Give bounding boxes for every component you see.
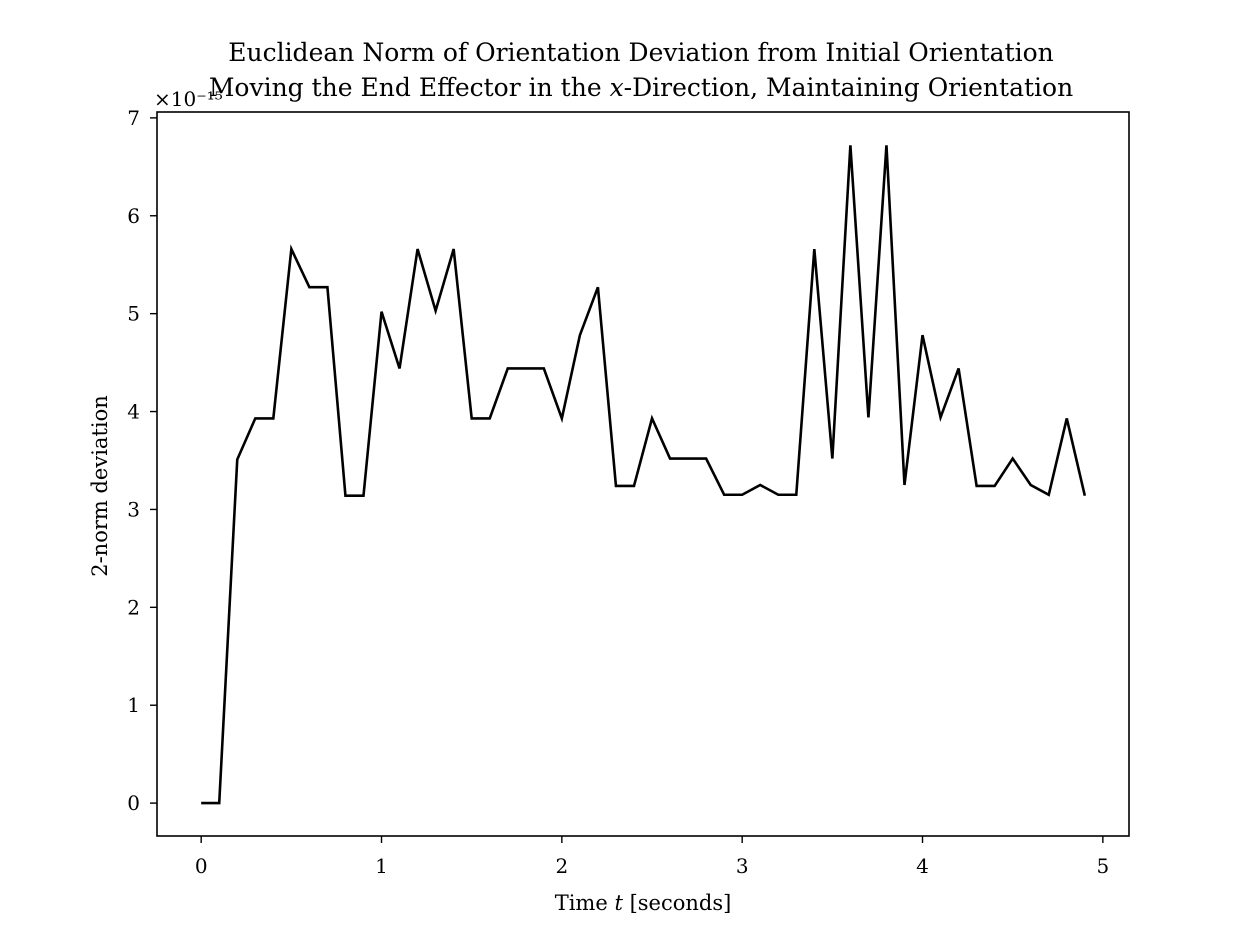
x-tick-label: 1 [375,854,388,878]
x-tick-label: 3 [736,854,749,878]
y-tick-label: 2 [127,595,140,619]
x-tick-label: 5 [1096,854,1109,878]
y-tick-label: 0 [127,791,140,815]
x-axis-ticks: 0 1 2 3 4 5 [195,836,1109,878]
x-axis-label: Time t [seconds] [555,891,732,915]
y-tick-label: 5 [127,302,140,326]
x-tick-label: 0 [195,854,208,878]
y-tick-label: 7 [127,106,140,130]
y-tick-label: 6 [127,204,140,228]
chart-title-line-1: Euclidean Norm of Orientation Deviation … [228,38,1054,67]
x-tick-label: 2 [555,854,568,878]
y-axis-label: 2-norm deviation [88,395,112,577]
y-tick-label: 4 [127,400,140,424]
y-tick-label: 1 [127,693,140,717]
y-tick-label: 3 [127,497,140,521]
plot-frame [156,111,1130,837]
x-tick-label: 4 [916,854,929,878]
chart-title-line-2: Moving the End Effector in the x-Directi… [209,73,1073,102]
y-axis-ticks: 0 1 2 3 4 5 6 7 [127,106,157,815]
y-offset-label: ×10⁻¹⁵ [154,87,223,111]
series-line [201,145,1087,805]
